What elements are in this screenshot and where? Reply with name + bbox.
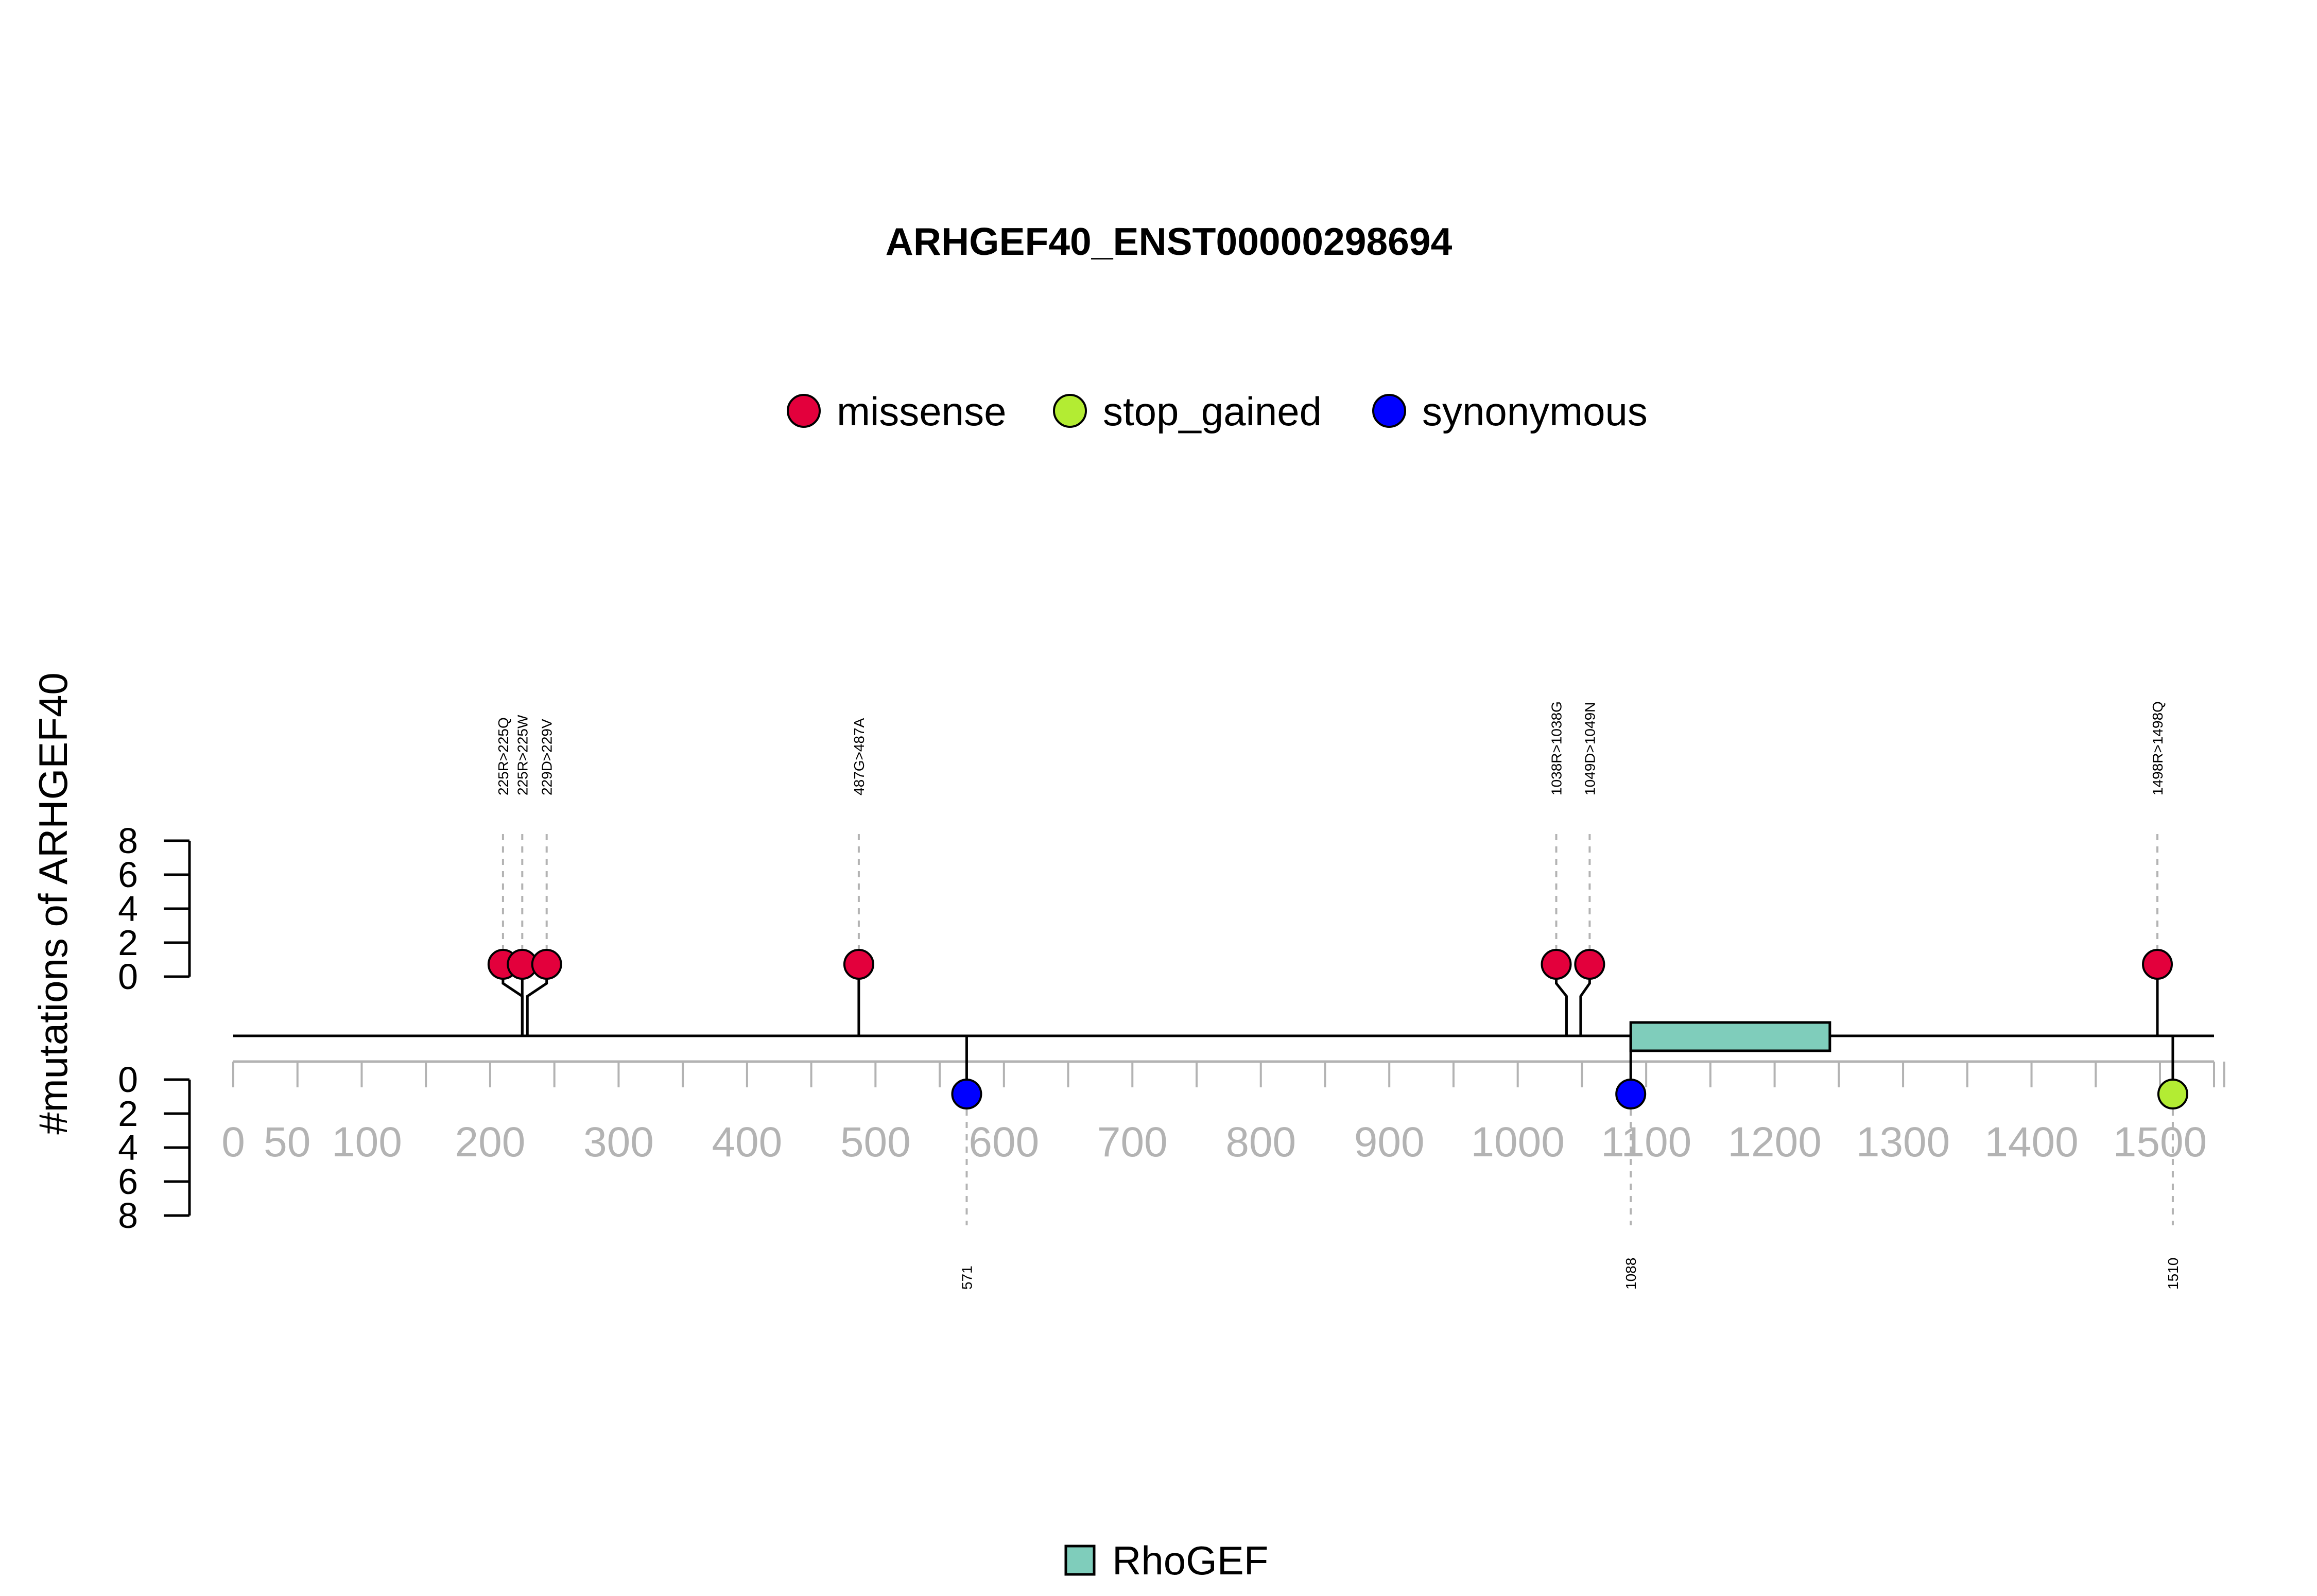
legend-label-synonymous: synonymous — [1422, 389, 1648, 434]
x-tick-label: 800 — [1225, 1119, 1296, 1166]
domains — [1629, 1021, 1831, 1052]
y-bottom-tick-label: 4 — [118, 1127, 138, 1168]
legend-marker-missense — [787, 394, 821, 428]
mutation-label: 571 — [959, 1265, 975, 1290]
mutation-label: 1510 — [2165, 1258, 2181, 1290]
mutation-point-missense — [1574, 949, 1605, 980]
bottom-mutations: 571 1088 1510 — [951, 1036, 2188, 1290]
legend: missense stop_gained synonymous — [787, 389, 1648, 434]
mutation-label: 229D>229V — [539, 719, 555, 795]
x-tick-label: 1100 — [1601, 1119, 1691, 1166]
y-top-tick-label: 2 — [118, 923, 138, 963]
top-mutations: 225R>225Q 225R>225W 229D>229V 487G>487A 1038… — [487, 701, 2173, 1036]
y-top-tick-label: 4 — [118, 889, 138, 929]
x-tick-label: 1500 — [2113, 1119, 2207, 1166]
legend-label-stop_gained: stop_gained — [1103, 389, 1322, 434]
x-tick-label: 1400 — [1984, 1119, 2078, 1166]
y-top-tick-label: 6 — [118, 855, 138, 895]
mutation-point-synonymous — [1615, 1079, 1647, 1109]
x-axis: 0 50 100 200 300 400 500 600 700 800 900 1000 1100 12… — [221, 1060, 2225, 1166]
x-tick-label: 50 — [264, 1119, 310, 1166]
x-tick-label: 700 — [1097, 1119, 1168, 1166]
mutation-label: 1038R>1038G — [1549, 701, 1565, 795]
x-tick-label: 100 — [332, 1119, 402, 1166]
x-tick-label: 1000 — [1471, 1119, 1564, 1166]
y-axis-label: #mutations of ARHGEF40 — [30, 672, 76, 1134]
mutation-label: 225R>225Q — [495, 717, 511, 795]
mutation-label: 225R>225W — [514, 715, 530, 795]
mutation-point-missense — [2142, 949, 2173, 980]
x-tick-label: 0 — [221, 1119, 245, 1166]
y-bottom-tick-label: 8 — [118, 1195, 138, 1236]
mutation-point-stop_gained — [2157, 1079, 2188, 1109]
x-tick-label: 400 — [712, 1119, 782, 1166]
x-tick-label: 500 — [840, 1119, 911, 1166]
mutation-point-synonymous — [951, 1079, 982, 1109]
x-tick-label: 600 — [969, 1119, 1039, 1166]
y-bottom-tick-label: 0 — [118, 1060, 138, 1100]
domain-legend: RhoGEF — [1064, 1538, 1268, 1583]
x-tick-label: 300 — [583, 1119, 654, 1166]
x-tick-label: 1200 — [1727, 1119, 1821, 1166]
domain-RhoGEF — [1629, 1021, 1831, 1052]
y-top-tick-label: 0 — [118, 957, 138, 997]
domain-legend-marker — [1064, 1545, 1096, 1576]
mutation-label: 1498R>1498Q — [2150, 701, 2166, 795]
mutation-point-missense — [531, 949, 562, 980]
legend-label-missense: missense — [837, 389, 1006, 434]
x-tick-label: 900 — [1354, 1119, 1425, 1166]
y-bottom-tick-label: 2 — [118, 1094, 138, 1134]
x-tick-label: 200 — [455, 1119, 526, 1166]
legend-marker-synonymous — [1372, 394, 1406, 428]
mutation-point-missense — [1541, 949, 1572, 980]
mutation-label: 1088 — [1623, 1258, 1639, 1290]
domain-legend-label: RhoGEF — [1112, 1538, 1268, 1583]
mutation-label: 487G>487A — [851, 718, 867, 795]
legend-marker-stop_gained — [1053, 394, 1087, 428]
mutation-label: 1049D>1049N — [1582, 702, 1598, 795]
y-bottom-tick-label: 6 — [118, 1161, 138, 1202]
chart-title: ARHGEF40_ENST00000298694 — [886, 220, 1453, 263]
x-tick-label: 1300 — [1856, 1119, 1950, 1166]
y-top-tick-label: 8 — [118, 821, 138, 861]
mutation-point-missense — [843, 949, 874, 980]
